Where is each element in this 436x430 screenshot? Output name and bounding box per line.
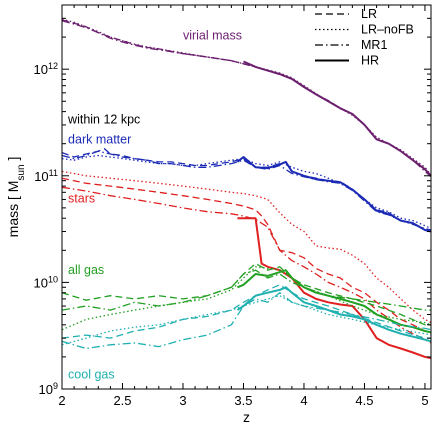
y-axis-label-sub: sun bbox=[16, 164, 27, 180]
legend-label-hr: HR bbox=[361, 54, 379, 68]
series-all-gas-hr bbox=[237, 269, 432, 334]
x-tick-label: 2 bbox=[58, 393, 65, 408]
x-tick-label: 5 bbox=[421, 393, 428, 408]
series-stars-hr bbox=[237, 217, 432, 360]
y-tick-base: 10 bbox=[34, 169, 48, 184]
series-layer bbox=[61, 18, 432, 360]
annotation-stars: stars bbox=[68, 192, 95, 206]
series-cool-gas-hr bbox=[236, 286, 432, 343]
y-tick-exponent: 12 bbox=[48, 61, 58, 71]
legend-label-lr-nofb: LR–noFB bbox=[361, 23, 414, 37]
series-cool-gas-mr1 bbox=[61, 292, 432, 350]
x-tick-label: 3 bbox=[179, 393, 186, 408]
annotation-within-12-kpc: within 12 kpc bbox=[67, 112, 140, 126]
plot-frame bbox=[61, 4, 432, 390]
series-stars-lr bbox=[61, 177, 432, 335]
annotation-dark-matter: dark matter bbox=[68, 133, 131, 147]
y-tick-label: 1012 bbox=[34, 61, 58, 77]
series-stars-lr-nofb bbox=[61, 170, 432, 324]
y-tick-base: 10 bbox=[34, 62, 48, 77]
x-axis-label: z bbox=[243, 409, 250, 425]
x-tick-label: 2.5 bbox=[113, 393, 131, 408]
y-tick-exponent: 10 bbox=[48, 274, 58, 284]
y-tick-label: 109 bbox=[39, 381, 58, 397]
annotation-cool-gas: cool gas bbox=[68, 368, 115, 382]
annotation-virial-mass: virial mass bbox=[183, 28, 242, 42]
series-stars-mr1 bbox=[61, 186, 432, 344]
y-tick-exponent: 11 bbox=[49, 168, 58, 178]
x-tick-label: 3.5 bbox=[234, 393, 252, 408]
series-virial-mass-hr bbox=[243, 60, 432, 177]
y-tick-exponent: 9 bbox=[53, 381, 58, 391]
y-axis-label-main: mass [ M bbox=[5, 181, 21, 238]
series-virial-mass-lr-nofb bbox=[61, 18, 432, 176]
legend-label-lr: LR bbox=[361, 7, 377, 21]
series-cool-gas-lr bbox=[61, 284, 431, 339]
y-tick-base: 10 bbox=[39, 382, 53, 397]
series-all-gas-lr bbox=[61, 262, 431, 326]
y-tick-label: 1010 bbox=[34, 274, 58, 290]
x-tick-label: 4.5 bbox=[355, 393, 373, 408]
series-dark-matter-hr bbox=[236, 156, 432, 233]
annotation-layer: virial mass within 12 kpc dark matter stars… bbox=[67, 28, 242, 381]
annotation-all-gas: all gas bbox=[68, 263, 104, 277]
y-tick-label: 1011 bbox=[34, 168, 58, 184]
y-axis-label: mass [ Msun ] bbox=[5, 157, 27, 238]
legend-label-mr1: MR1 bbox=[361, 38, 387, 52]
x-tick-label: 4 bbox=[300, 393, 307, 408]
series-all-gas-mr1 bbox=[61, 269, 431, 311]
y-tick-base: 10 bbox=[34, 275, 48, 290]
y-axis-label-end: ] bbox=[5, 157, 21, 165]
